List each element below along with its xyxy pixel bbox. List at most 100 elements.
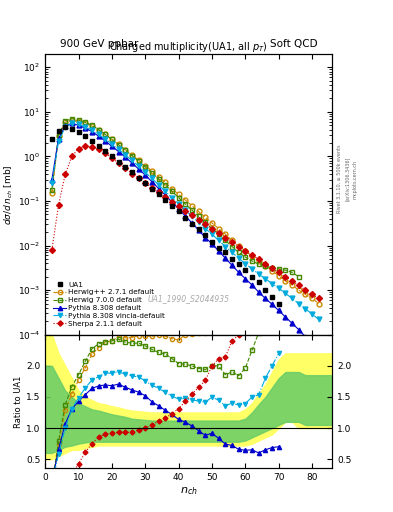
UA1	[116, 159, 121, 165]
UA1	[270, 294, 274, 300]
Pythia 8.308 default	[76, 122, 81, 129]
Herwig 7.0.0 default	[156, 176, 161, 182]
Herwig 7.0.0 default	[123, 147, 128, 153]
Sherpa 2.1.1 default	[130, 170, 134, 177]
Herwig++ 2.7.1 default	[56, 133, 61, 139]
Herwig++ 2.7.1 default	[130, 152, 134, 158]
Sherpa 2.1.1 default	[156, 189, 161, 196]
Herwig 7.0.0 default	[209, 225, 214, 231]
UA1	[230, 256, 234, 262]
UA1	[250, 273, 254, 280]
Pythia 8.308 vincia-default	[230, 249, 234, 255]
Pythia 8.308 default	[136, 166, 141, 172]
UA1	[209, 239, 214, 245]
UA1	[63, 124, 68, 130]
Line: UA1: UA1	[50, 125, 281, 306]
Pythia 8.308 default	[150, 179, 154, 185]
Sherpa 2.1.1 default	[103, 150, 108, 156]
UA1	[110, 153, 114, 159]
UA1	[136, 175, 141, 181]
UA1	[183, 215, 188, 221]
Pythia 8.308 vincia-default	[270, 281, 274, 287]
Sherpa 2.1.1 default	[70, 153, 74, 159]
Herwig 7.0.0 default	[230, 243, 234, 249]
Herwig++ 2.7.1 default	[250, 253, 254, 259]
Text: 900 GeV ppbar: 900 GeV ppbar	[60, 38, 138, 49]
Pythia 8.308 default	[296, 327, 301, 333]
Herwig++ 2.7.1 default	[230, 238, 234, 244]
Pythia 8.308 vincia-default	[163, 188, 168, 195]
UA1	[196, 226, 201, 232]
UA1	[143, 180, 148, 186]
Sherpa 2.1.1 default	[63, 171, 68, 177]
Pythia 8.308 default	[303, 334, 308, 340]
Herwig++ 2.7.1 default	[123, 146, 128, 153]
Pythia 8.308 default	[290, 320, 294, 326]
Herwig 7.0.0 default	[83, 119, 88, 125]
Line: Sherpa 2.1.1 default: Sherpa 2.1.1 default	[50, 144, 321, 301]
Sherpa 2.1.1 default	[76, 145, 81, 152]
Herwig++ 2.7.1 default	[136, 157, 141, 163]
Herwig 7.0.0 default	[270, 265, 274, 271]
Pythia 8.308 default	[209, 241, 214, 247]
Pythia 8.308 default	[103, 138, 108, 144]
Herwig 7.0.0 default	[96, 126, 101, 133]
Pythia 8.308 default	[310, 340, 314, 346]
Line: Pythia 8.308 vincia-default: Pythia 8.308 vincia-default	[50, 121, 321, 322]
Line: Pythia 8.308 default: Pythia 8.308 default	[50, 121, 328, 360]
Pythia 8.308 vincia-default	[76, 121, 81, 127]
UA1	[176, 208, 181, 215]
Herwig++ 2.7.1 default	[216, 225, 221, 231]
Pythia 8.308 default	[130, 160, 134, 166]
Pythia 8.308 vincia-default	[116, 146, 121, 153]
Pythia 8.308 default	[230, 262, 234, 268]
Pythia 8.308 vincia-default	[256, 271, 261, 277]
Herwig 7.0.0 default	[56, 132, 61, 138]
Pythia 8.308 vincia-default	[103, 136, 108, 142]
Sherpa 2.1.1 default	[90, 143, 94, 150]
Herwig 7.0.0 default	[76, 117, 81, 123]
Pythia 8.308 default	[243, 275, 248, 282]
UA1	[276, 301, 281, 307]
Line: Herwig 7.0.0 default: Herwig 7.0.0 default	[50, 116, 301, 279]
Herwig 7.0.0 default	[70, 116, 74, 122]
Herwig++ 2.7.1 default	[283, 278, 288, 284]
Sherpa 2.1.1 default	[196, 217, 201, 223]
Pythia 8.308 vincia-default	[196, 219, 201, 225]
Herwig++ 2.7.1 default	[96, 127, 101, 133]
Herwig 7.0.0 default	[176, 195, 181, 201]
Pythia 8.308 default	[196, 227, 201, 233]
Pythia 8.308 default	[56, 136, 61, 142]
UA1	[163, 197, 168, 203]
Pythia 8.308 vincia-default	[96, 132, 101, 138]
Pythia 8.308 default	[270, 301, 274, 307]
UA1	[76, 129, 81, 135]
UA1	[56, 127, 61, 134]
Pythia 8.308 vincia-default	[209, 231, 214, 237]
Pythia 8.308 vincia-default	[63, 124, 68, 130]
Pythia 8.308 vincia-default	[316, 316, 321, 323]
Pythia 8.308 vincia-default	[216, 238, 221, 244]
Herwig++ 2.7.1 default	[83, 120, 88, 126]
Herwig++ 2.7.1 default	[90, 123, 94, 129]
Herwig++ 2.7.1 default	[310, 295, 314, 302]
Pythia 8.308 vincia-default	[310, 311, 314, 317]
Line: Herwig++ 2.7.1 default: Herwig++ 2.7.1 default	[50, 118, 321, 306]
Herwig 7.0.0 default	[183, 201, 188, 207]
Pythia 8.308 default	[189, 220, 194, 226]
Herwig++ 2.7.1 default	[183, 197, 188, 203]
Pythia 8.308 vincia-default	[176, 201, 181, 207]
Herwig++ 2.7.1 default	[70, 117, 74, 123]
Herwig++ 2.7.1 default	[110, 136, 114, 142]
Herwig++ 2.7.1 default	[116, 141, 121, 147]
Pythia 8.308 vincia-default	[150, 175, 154, 181]
Sherpa 2.1.1 default	[290, 278, 294, 284]
Pythia 8.308 default	[163, 192, 168, 198]
Sherpa 2.1.1 default	[96, 146, 101, 152]
Herwig 7.0.0 default	[50, 186, 54, 193]
Sherpa 2.1.1 default	[116, 160, 121, 166]
Herwig++ 2.7.1 default	[223, 231, 228, 237]
Herwig 7.0.0 default	[276, 266, 281, 272]
Pythia 8.308 default	[116, 148, 121, 155]
X-axis label: $n_{ch}$: $n_{ch}$	[180, 485, 198, 497]
